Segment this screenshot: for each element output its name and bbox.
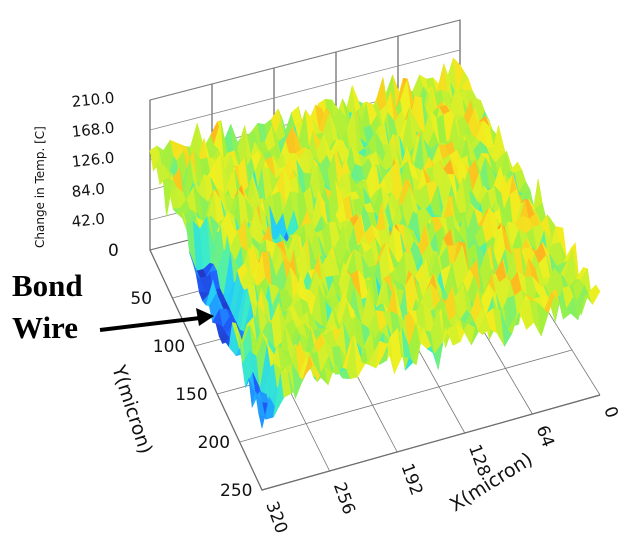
z-tick-label: 168.0 — [71, 119, 116, 141]
x-tick-label: 0 — [599, 404, 621, 421]
z-tick-label: 210.0 — [71, 89, 116, 111]
y-tick-label: 150 — [175, 385, 207, 405]
annotation-arrow — [99, 308, 214, 332]
surface-cell — [588, 284, 601, 306]
x-tick-label: 192 — [397, 461, 427, 498]
z-tick-label: 42.0 — [71, 210, 106, 231]
z-tick-label: 84.0 — [71, 180, 106, 201]
y-tick-label: 100 — [153, 337, 185, 357]
x-tick-label: 256 — [329, 480, 359, 517]
y-tick-label: 250 — [220, 481, 252, 501]
y-tick-label: 50 — [130, 289, 152, 309]
annotation-bond: Bond — [12, 268, 83, 303]
x-axis-label: X(micron) — [446, 448, 537, 516]
y-axis-label: Y(micron) — [107, 362, 157, 457]
z-tick-label: 126.0 — [71, 149, 116, 171]
x-tick-label: 320 — [261, 499, 291, 536]
z-axis-label: Change in Temp. [C] — [33, 126, 47, 248]
axis-ticks: 210.0168.0126.084.042.005010015020025032… — [71, 89, 622, 537]
y-tick-label: 200 — [198, 433, 230, 453]
y-tick-label: 0 — [108, 241, 119, 261]
surface-plot — [149, 57, 601, 429]
x-tick-label: 64 — [532, 423, 558, 450]
annotation-wire: Wire — [12, 310, 78, 345]
